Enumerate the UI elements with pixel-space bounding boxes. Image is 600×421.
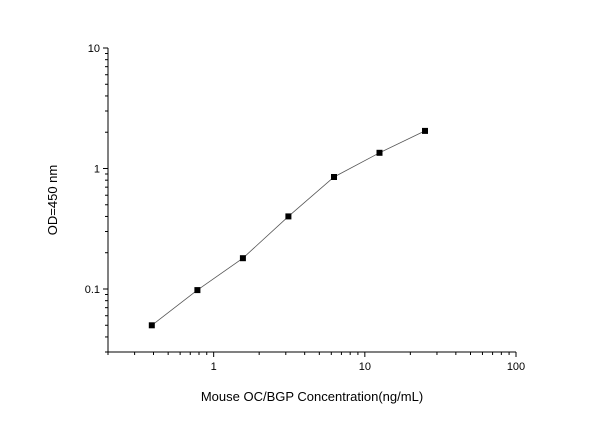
data-point [422, 127, 428, 134]
data-point [376, 149, 383, 156]
x-axis-title: Mouse OC/BGP Concentration(ng/mL) [201, 389, 423, 404]
x-tick-label: 100 [507, 361, 525, 373]
y-tick-label: 10 [88, 43, 100, 55]
data-point [331, 174, 337, 180]
x-tick-label: 10 [359, 361, 371, 373]
data-point [285, 213, 292, 220]
data-point [148, 322, 155, 329]
plot-area: 1 10 100 0.1 1 10 [85, 43, 525, 373]
y-tick-label: 1 [94, 163, 100, 175]
y-tick-label: 0.1 [85, 284, 100, 296]
y-ticks: 0.1 1 10 [85, 43, 108, 353]
data-point [239, 255, 246, 262]
series-curve [151, 130, 426, 326]
series-layer [148, 127, 428, 329]
x-ticks: 1 10 100 [107, 352, 525, 373]
y-axis-title: OD=450 nm [45, 165, 60, 235]
data-point [194, 287, 201, 294]
x-tick-label: 1 [211, 361, 217, 373]
